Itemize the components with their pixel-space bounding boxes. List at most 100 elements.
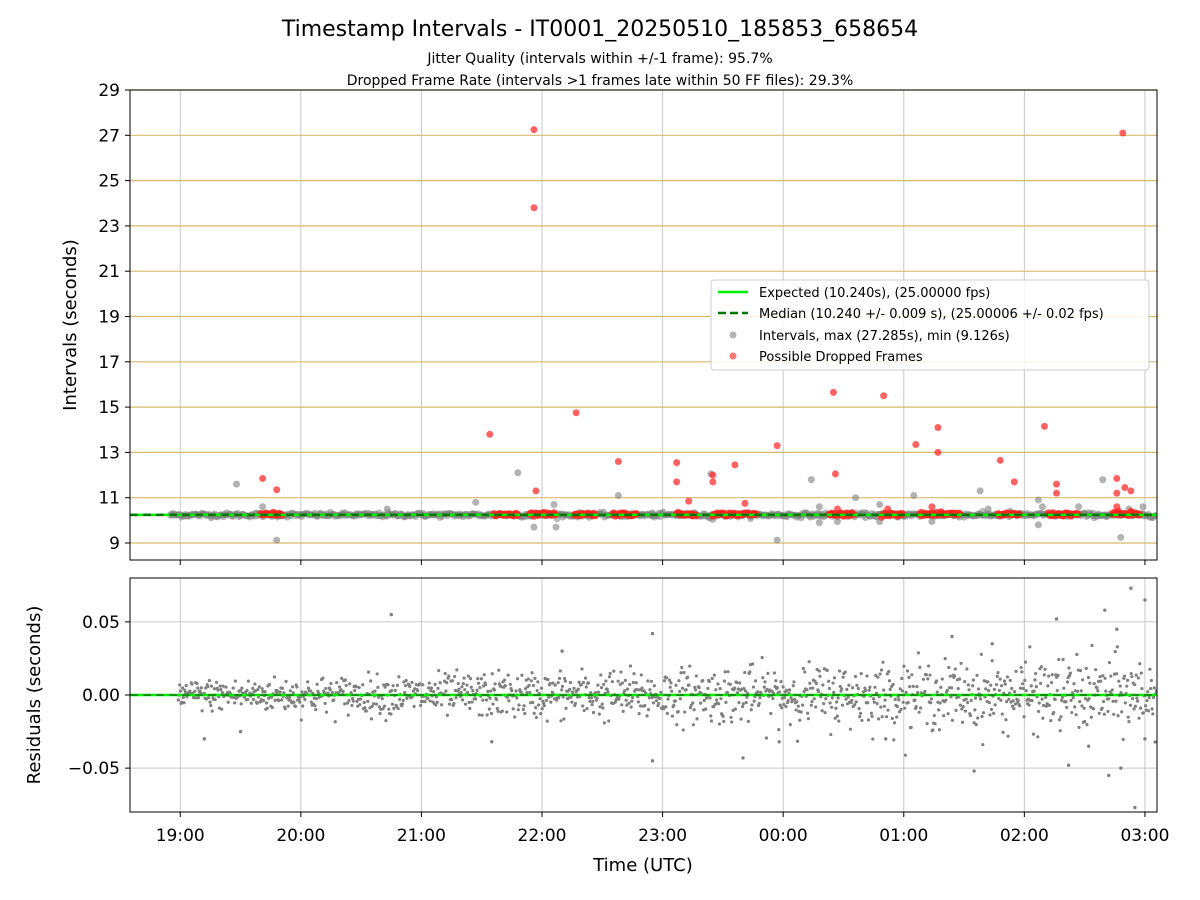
residual-point xyxy=(1109,674,1113,678)
residual-point xyxy=(410,680,414,684)
residual-point xyxy=(695,717,699,721)
jitter-quality-subtitle: Jitter Quality (intervals within +/-1 fr… xyxy=(426,51,772,67)
residual-point xyxy=(269,695,274,699)
residual-point xyxy=(979,697,983,701)
residual-point xyxy=(288,689,292,693)
residual-point xyxy=(645,714,649,718)
residual-point xyxy=(990,642,994,646)
interval-point xyxy=(614,491,622,499)
residual-point xyxy=(795,700,799,704)
residual-point xyxy=(484,698,489,702)
residual-point xyxy=(1016,698,1020,703)
residual-point xyxy=(986,680,990,684)
intervals-y-tick-label: 27 xyxy=(98,126,120,146)
residual-point xyxy=(390,688,394,693)
dropped-frame-point xyxy=(741,499,749,507)
interval-point xyxy=(233,480,241,488)
dropped-frame-point xyxy=(709,478,717,486)
residual-point xyxy=(301,704,305,708)
residual-point xyxy=(353,688,357,693)
dropped-frame-point xyxy=(731,461,739,469)
residual-point xyxy=(377,695,381,699)
residuals-y-axis-label: Residuals (seconds) xyxy=(24,606,45,785)
interval-point xyxy=(1099,476,1107,484)
dropped-frame-point xyxy=(1115,507,1123,515)
residual-point xyxy=(620,681,625,685)
residual-point xyxy=(1111,699,1115,703)
residual-point xyxy=(1130,697,1135,701)
residual-point xyxy=(1149,687,1153,691)
x-tick-label: 19:00 xyxy=(156,826,205,846)
residual-point xyxy=(255,701,259,705)
residual-point xyxy=(921,677,926,681)
intervals-y-tick-label: 29 xyxy=(98,81,120,101)
residual-point xyxy=(176,698,180,702)
dropped-frame-point xyxy=(709,471,717,479)
interval-point xyxy=(807,476,815,484)
residual-point xyxy=(323,701,327,706)
residual-point xyxy=(694,674,698,678)
residual-point xyxy=(756,690,760,694)
residual-point xyxy=(542,701,546,705)
residual-point xyxy=(772,671,777,675)
residual-point xyxy=(335,680,339,685)
interval-point xyxy=(876,501,884,509)
residual-point xyxy=(924,673,928,677)
residual-point xyxy=(267,696,271,700)
residual-point xyxy=(992,687,996,692)
residual-point xyxy=(926,664,931,668)
legend-intervals-swatch xyxy=(729,331,737,339)
residual-point xyxy=(1103,676,1107,680)
residual-point xyxy=(865,674,869,678)
residual-point xyxy=(973,708,977,712)
residual-point xyxy=(1107,697,1111,701)
residual-point xyxy=(216,688,220,692)
residual-point xyxy=(306,686,311,690)
residual-point xyxy=(362,700,366,705)
residual-point xyxy=(1095,686,1099,690)
residual-point xyxy=(348,682,352,686)
residual-point xyxy=(516,708,520,712)
residual-point xyxy=(1128,703,1132,707)
residual-point xyxy=(953,667,957,671)
residual-point xyxy=(1078,700,1082,704)
residual-point xyxy=(693,688,698,692)
residual-point xyxy=(808,681,812,685)
residual-point xyxy=(928,673,932,677)
residual-point xyxy=(737,701,741,705)
residual-point xyxy=(1024,689,1028,693)
interval-point xyxy=(833,517,841,525)
residual-point xyxy=(1082,706,1086,710)
residual-point xyxy=(1034,684,1038,689)
residual-point xyxy=(506,673,510,677)
dropped-frame-point xyxy=(685,497,693,505)
residual-point xyxy=(382,704,387,708)
residual-point xyxy=(369,679,373,683)
residual-point xyxy=(560,688,564,692)
residual-point xyxy=(539,686,544,690)
dropped-frame-point xyxy=(273,486,281,494)
residual-point xyxy=(647,696,651,700)
residual-point xyxy=(583,676,588,680)
residual-point xyxy=(778,703,782,707)
residual-point xyxy=(1115,627,1119,631)
residual-point xyxy=(329,681,333,686)
residual-point xyxy=(877,717,881,721)
residual-point xyxy=(1110,688,1114,692)
residual-point xyxy=(730,720,734,724)
residual-point xyxy=(972,721,976,725)
residual-point xyxy=(393,688,397,693)
residual-point xyxy=(863,689,868,693)
residual-point xyxy=(961,704,965,709)
residual-point xyxy=(426,686,431,690)
residual-point xyxy=(432,689,436,694)
residual-point xyxy=(795,739,800,743)
residual-point xyxy=(1136,699,1140,703)
dropped-frame-point xyxy=(259,474,267,482)
residual-point xyxy=(701,679,705,683)
residual-point xyxy=(994,683,999,687)
residual-point xyxy=(892,738,896,742)
residual-point xyxy=(835,714,839,718)
residual-point xyxy=(646,679,650,683)
residual-point xyxy=(1138,662,1142,666)
